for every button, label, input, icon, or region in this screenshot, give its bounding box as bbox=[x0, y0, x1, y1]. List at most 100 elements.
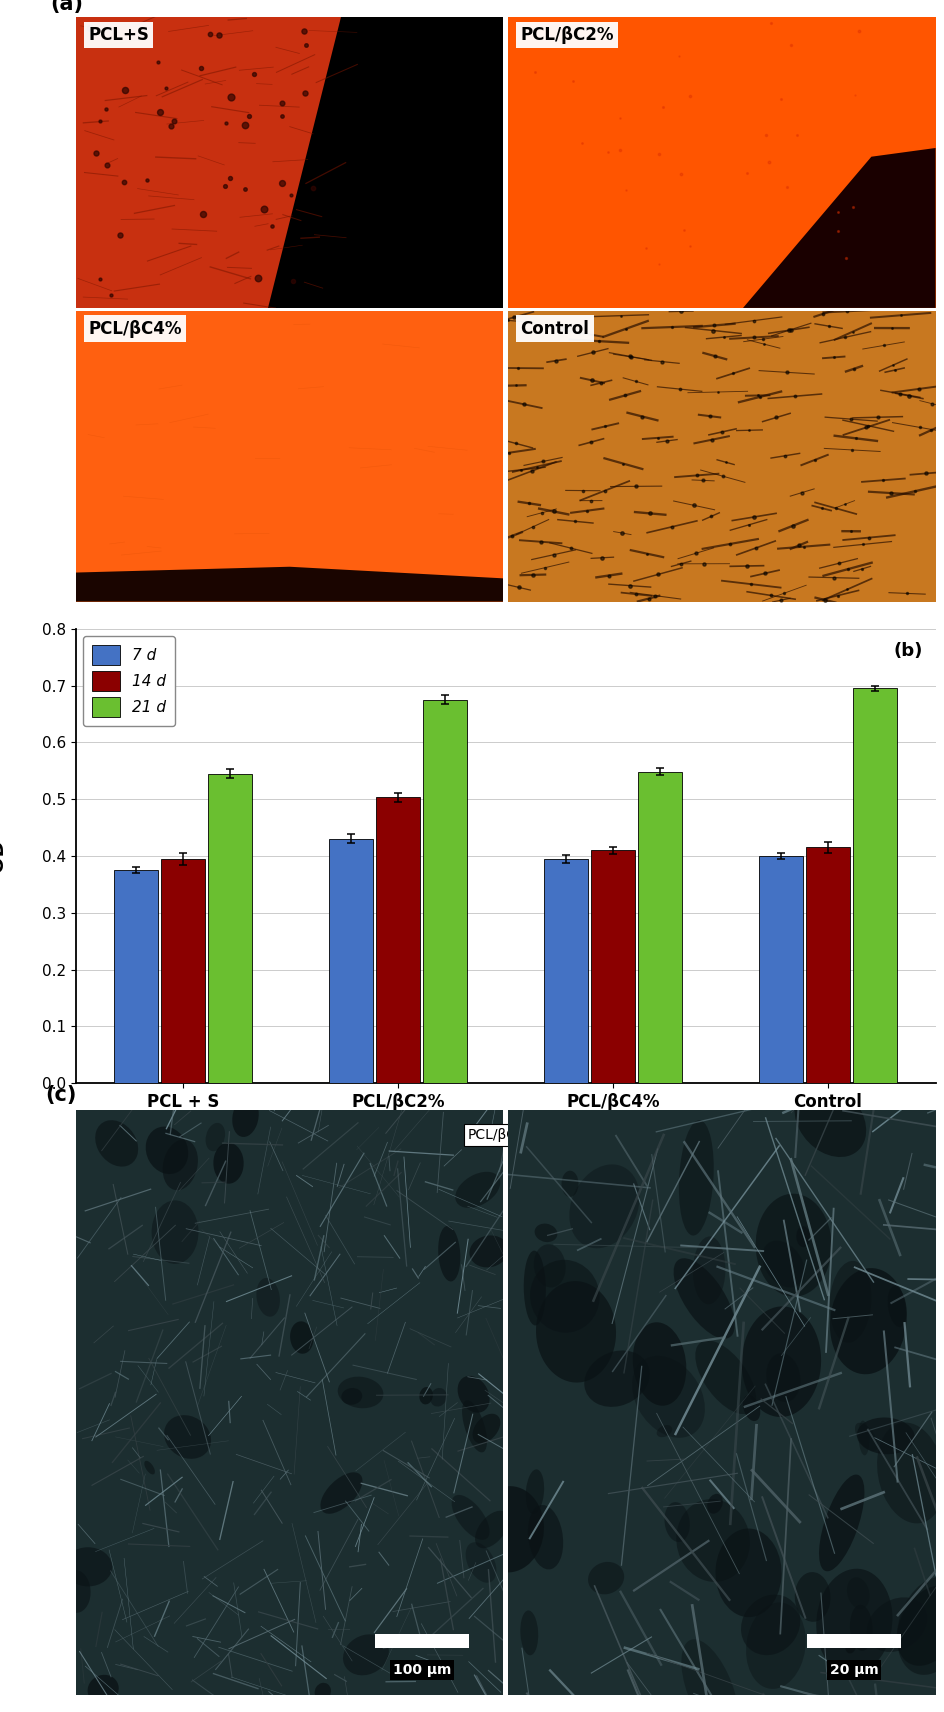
Ellipse shape bbox=[745, 1602, 805, 1690]
Ellipse shape bbox=[256, 1277, 279, 1317]
Ellipse shape bbox=[866, 1597, 926, 1652]
Ellipse shape bbox=[469, 1236, 508, 1267]
Ellipse shape bbox=[692, 1236, 725, 1305]
Ellipse shape bbox=[232, 1097, 259, 1137]
Ellipse shape bbox=[164, 1416, 211, 1459]
Ellipse shape bbox=[676, 1500, 750, 1582]
Ellipse shape bbox=[695, 1340, 755, 1414]
Bar bbox=[113, 870, 158, 1084]
Ellipse shape bbox=[741, 1306, 820, 1418]
Text: PCL/βC4%: PCL/βC4% bbox=[89, 320, 182, 337]
Ellipse shape bbox=[678, 1120, 713, 1236]
Bar bbox=[806, 1633, 901, 1649]
Ellipse shape bbox=[829, 1269, 905, 1375]
Ellipse shape bbox=[796, 1226, 809, 1248]
Bar bbox=[805, 847, 850, 1084]
Ellipse shape bbox=[849, 1604, 871, 1650]
Ellipse shape bbox=[438, 1226, 460, 1282]
Ellipse shape bbox=[857, 1421, 868, 1455]
Ellipse shape bbox=[740, 1594, 800, 1656]
Ellipse shape bbox=[144, 1460, 155, 1474]
Bar bbox=[423, 700, 467, 1084]
Ellipse shape bbox=[846, 1577, 868, 1609]
Bar bbox=[852, 688, 897, 1084]
Ellipse shape bbox=[523, 1251, 546, 1325]
Ellipse shape bbox=[794, 1572, 830, 1621]
Bar bbox=[208, 774, 252, 1084]
Bar bbox=[329, 839, 373, 1084]
Bar bbox=[637, 772, 682, 1084]
Ellipse shape bbox=[856, 1418, 914, 1453]
Text: 100 μm: 100 μm bbox=[393, 1662, 451, 1676]
Text: PCL+S: PCL+S bbox=[89, 26, 149, 45]
Text: (b): (b) bbox=[892, 642, 921, 661]
Ellipse shape bbox=[341, 1388, 362, 1406]
Ellipse shape bbox=[64, 1548, 112, 1587]
Ellipse shape bbox=[673, 1258, 734, 1339]
Ellipse shape bbox=[755, 1193, 831, 1296]
Ellipse shape bbox=[419, 1387, 432, 1404]
Ellipse shape bbox=[816, 1568, 891, 1674]
Ellipse shape bbox=[472, 1414, 499, 1443]
Ellipse shape bbox=[314, 1683, 330, 1700]
Polygon shape bbox=[742, 147, 935, 308]
Ellipse shape bbox=[95, 1120, 138, 1166]
Y-axis label: OD: OD bbox=[0, 839, 7, 873]
Text: (c): (c) bbox=[45, 1084, 77, 1104]
Ellipse shape bbox=[794, 1084, 866, 1157]
Ellipse shape bbox=[528, 1505, 563, 1570]
Ellipse shape bbox=[742, 1395, 760, 1421]
Text: PCL/βC4%: PCL/βC4% bbox=[467, 1128, 538, 1142]
Bar bbox=[758, 856, 802, 1084]
Ellipse shape bbox=[290, 1322, 313, 1354]
Ellipse shape bbox=[632, 1356, 704, 1438]
Ellipse shape bbox=[844, 1637, 856, 1654]
Ellipse shape bbox=[60, 1570, 91, 1613]
Ellipse shape bbox=[533, 1245, 565, 1287]
Ellipse shape bbox=[706, 1495, 722, 1513]
Ellipse shape bbox=[455, 1171, 499, 1209]
Ellipse shape bbox=[213, 1142, 244, 1183]
Polygon shape bbox=[268, 17, 503, 308]
Ellipse shape bbox=[525, 1469, 544, 1513]
Ellipse shape bbox=[451, 1495, 489, 1539]
Text: (a): (a) bbox=[50, 0, 83, 14]
Ellipse shape bbox=[766, 1352, 800, 1402]
Ellipse shape bbox=[818, 1474, 864, 1572]
Ellipse shape bbox=[561, 1171, 578, 1197]
Polygon shape bbox=[76, 567, 503, 601]
Ellipse shape bbox=[462, 1400, 486, 1452]
Ellipse shape bbox=[320, 1472, 362, 1513]
Ellipse shape bbox=[162, 1140, 197, 1190]
Ellipse shape bbox=[457, 1376, 489, 1412]
Bar bbox=[590, 851, 634, 1084]
Ellipse shape bbox=[88, 1674, 119, 1703]
Ellipse shape bbox=[829, 1262, 870, 1342]
Ellipse shape bbox=[762, 1241, 804, 1287]
Text: Control: Control bbox=[520, 320, 589, 337]
Ellipse shape bbox=[151, 1200, 198, 1263]
Ellipse shape bbox=[632, 1322, 685, 1406]
Ellipse shape bbox=[343, 1635, 389, 1676]
Ellipse shape bbox=[587, 1561, 623, 1594]
Ellipse shape bbox=[206, 1123, 225, 1150]
Ellipse shape bbox=[530, 1260, 599, 1332]
Ellipse shape bbox=[896, 1577, 944, 1674]
Ellipse shape bbox=[520, 1611, 538, 1656]
Ellipse shape bbox=[886, 1286, 905, 1327]
Ellipse shape bbox=[583, 1351, 649, 1407]
Ellipse shape bbox=[534, 1224, 557, 1243]
Bar bbox=[375, 1633, 469, 1649]
Ellipse shape bbox=[715, 1529, 781, 1618]
Ellipse shape bbox=[681, 1638, 738, 1712]
Ellipse shape bbox=[876, 1423, 944, 1524]
Ellipse shape bbox=[535, 1281, 615, 1383]
Text: 20 μm: 20 μm bbox=[829, 1662, 878, 1676]
Ellipse shape bbox=[568, 1164, 639, 1248]
Bar bbox=[376, 798, 420, 1084]
Ellipse shape bbox=[473, 1486, 544, 1572]
Ellipse shape bbox=[145, 1126, 188, 1174]
Ellipse shape bbox=[465, 1543, 496, 1582]
Bar bbox=[543, 859, 587, 1084]
Ellipse shape bbox=[854, 1423, 877, 1452]
